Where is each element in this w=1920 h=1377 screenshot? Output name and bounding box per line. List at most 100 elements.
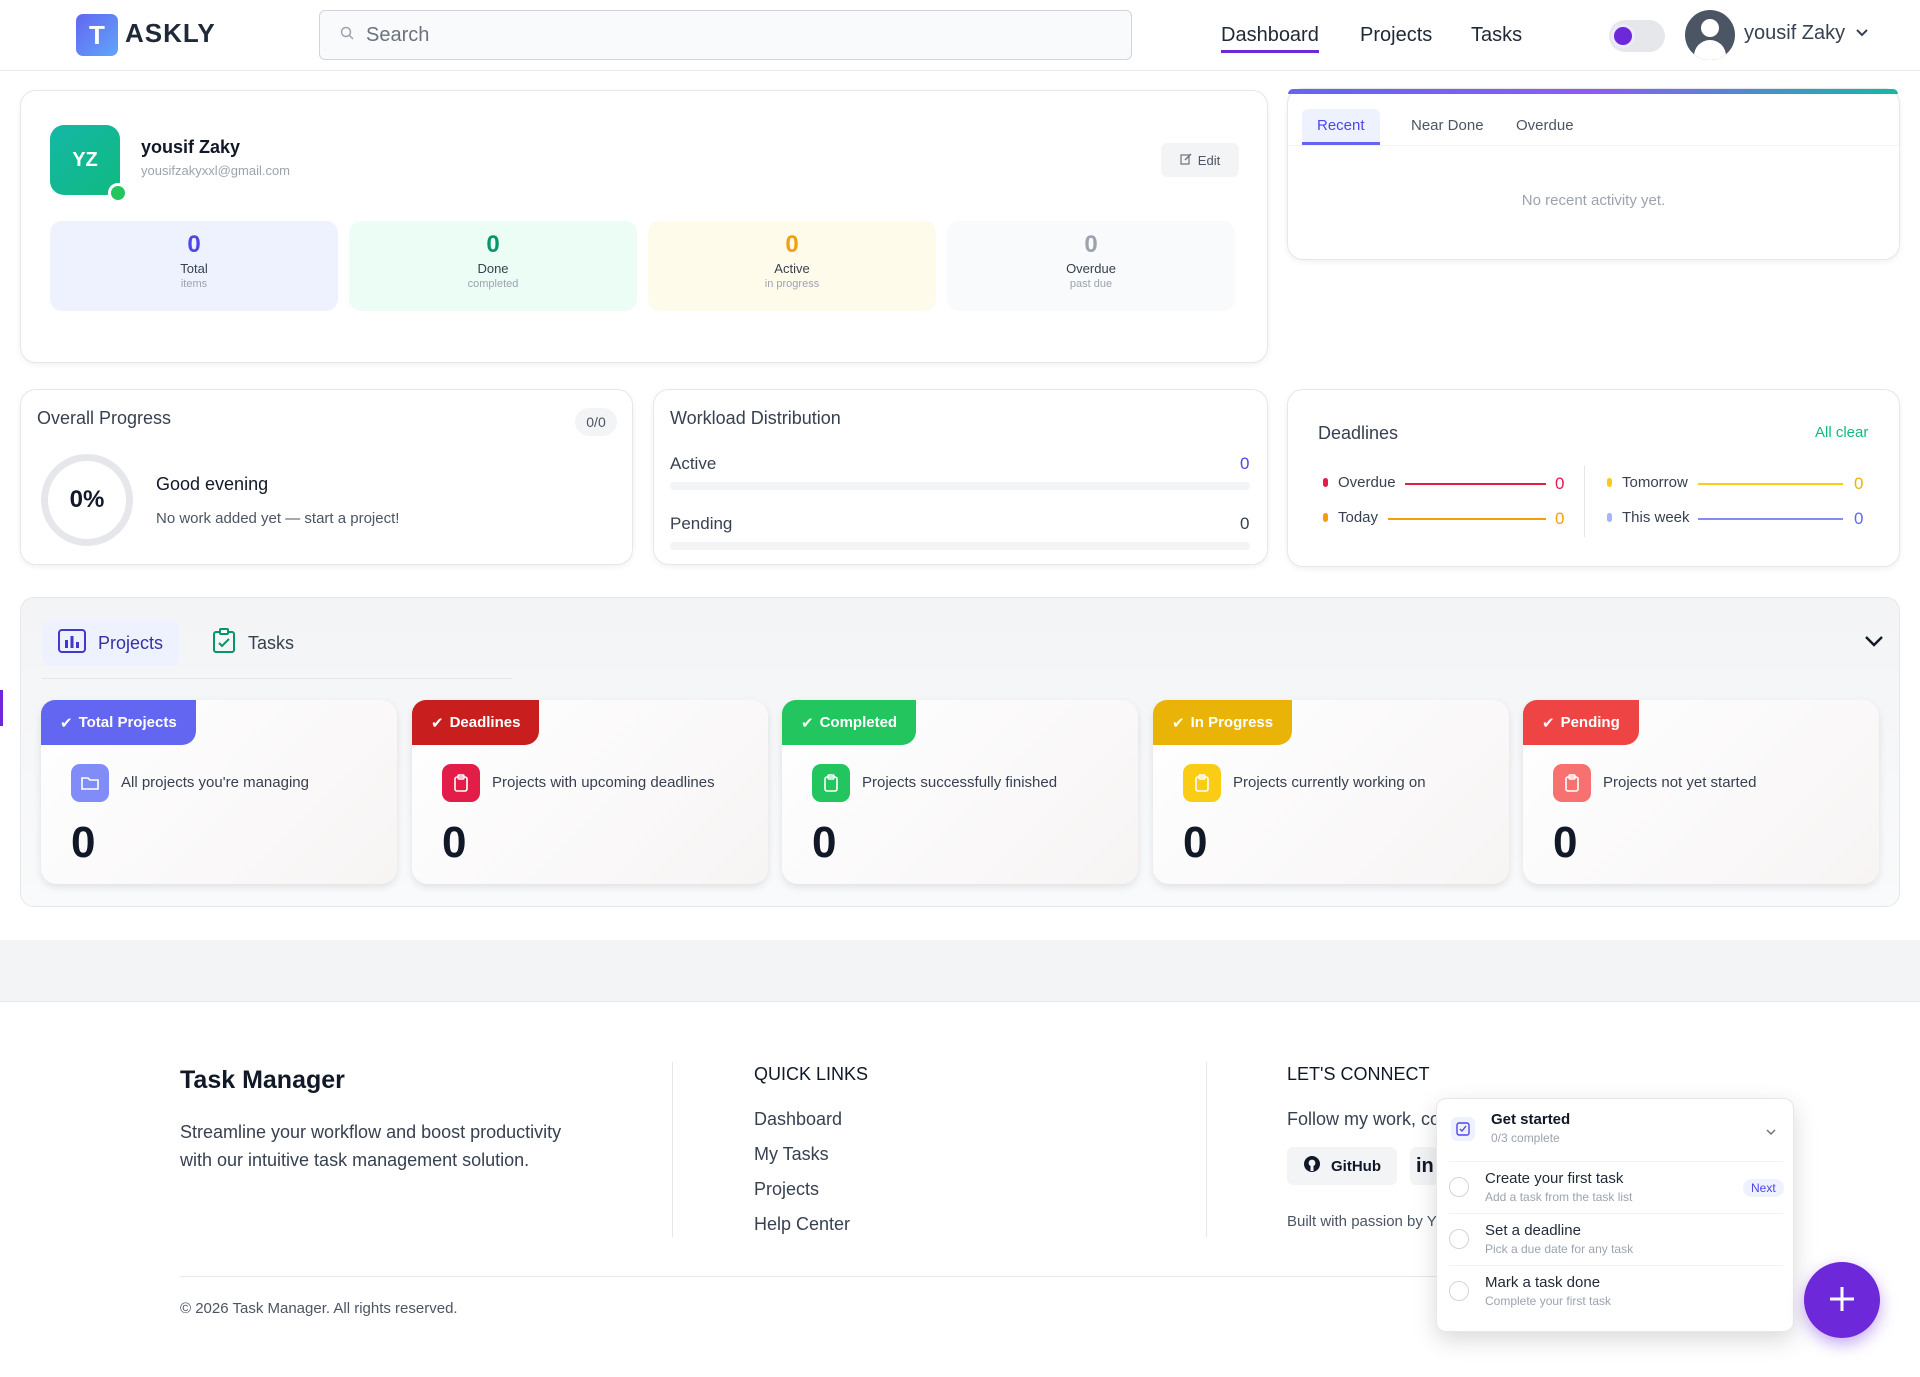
linkedin-button[interactable]: in bbox=[1410, 1147, 1438, 1185]
connect-text: Follow my work, co bbox=[1287, 1109, 1441, 1129]
tab-recent[interactable]: Recent bbox=[1302, 109, 1380, 145]
footer-link-help-center[interactable]: Help Center bbox=[754, 1214, 851, 1234]
checklist-item-sub: Complete your first task bbox=[1485, 1294, 1612, 1308]
checklist-item-title: Set a deadline bbox=[1485, 1222, 1581, 1239]
search-input[interactable] bbox=[366, 23, 1066, 47]
stat-value: 0 bbox=[486, 231, 500, 258]
task-board-icon bbox=[212, 627, 236, 659]
github-button[interactable]: GitHub bbox=[1287, 1147, 1397, 1185]
collapse-chevron-icon[interactable] bbox=[1864, 634, 1884, 652]
tab-overdue[interactable]: Overdue bbox=[1516, 117, 1574, 134]
github-label: GitHub bbox=[1331, 1157, 1381, 1175]
card-tag: ✔ Pending bbox=[1523, 700, 1639, 745]
stat-label: Overdue bbox=[1066, 261, 1116, 276]
footer-brand-title: Task Manager bbox=[180, 1066, 345, 1094]
today-line bbox=[1388, 518, 1546, 520]
stat-label: Done bbox=[477, 261, 509, 276]
section-tab-label: Projects bbox=[98, 632, 164, 653]
tomorrow-dot bbox=[1607, 478, 1612, 487]
deadlines-title: Deadlines bbox=[1318, 423, 1399, 443]
workload-card: Workload Distribution Active 0 Pending 0 bbox=[653, 389, 1268, 565]
check-circle-icon: ✔ bbox=[60, 714, 73, 732]
checklist-item[interactable]: Set a deadline Pick a due date for any t… bbox=[1449, 1213, 1783, 1265]
activity-card: Recent Near Done Overdue No recent activ… bbox=[1287, 88, 1900, 260]
linkedin-icon: in bbox=[1416, 1154, 1434, 1177]
footer-bottom-divider bbox=[180, 1276, 1740, 1277]
stat-total: 0 Total items bbox=[50, 221, 338, 311]
user-menu-name[interactable]: yousif Zaky bbox=[1744, 22, 1846, 44]
footer-divider bbox=[1206, 1062, 1207, 1237]
stat-value: 0 bbox=[187, 231, 201, 258]
checkbox-circle[interactable] bbox=[1449, 1177, 1469, 1197]
progress-percent: 0% bbox=[69, 486, 105, 513]
edit-label: Edit bbox=[1197, 152, 1221, 168]
tab-near-done[interactable]: Near Done bbox=[1411, 117, 1484, 134]
plus-icon bbox=[1827, 1275, 1857, 1325]
project-card-total[interactable]: ✔ Total Projects All projects you're mana… bbox=[41, 700, 397, 884]
stat-sub: past due bbox=[1069, 278, 1113, 290]
project-card-pending[interactable]: ✔ Pending Projects not yet started 0 bbox=[1523, 700, 1879, 884]
stat-value: 0 bbox=[785, 231, 799, 258]
card-value: 0 bbox=[71, 818, 96, 867]
checkbox-circle[interactable] bbox=[1449, 1281, 1469, 1301]
deadline-overdue-value: 0 bbox=[1555, 474, 1565, 493]
greeting-text: Good evening bbox=[156, 474, 269, 494]
checklist-item-sub: Add a task from the task list bbox=[1485, 1190, 1633, 1204]
workload-active-value: 0 bbox=[1240, 454, 1250, 473]
activity-accent-bar bbox=[1288, 89, 1898, 94]
card-tag: ✔ Total Projects bbox=[41, 700, 196, 745]
stat-sub: items bbox=[180, 278, 208, 290]
footer-link-projects[interactable]: Projects bbox=[754, 1179, 820, 1199]
card-description: Projects successfully finished bbox=[862, 774, 1058, 791]
checklist-item[interactable]: Create your first task Add a task from t… bbox=[1449, 1161, 1784, 1213]
online-status-dot bbox=[108, 183, 128, 203]
this-week-dot bbox=[1607, 513, 1612, 522]
deadline-today-value: 0 bbox=[1555, 509, 1565, 528]
nav-projects[interactable]: Projects bbox=[1360, 24, 1433, 46]
connect-title: LET'S CONNECT bbox=[1287, 1064, 1430, 1084]
checklist-title: Get started bbox=[1491, 1111, 1571, 1128]
card-value: 0 bbox=[812, 818, 837, 867]
chevron-down-icon[interactable] bbox=[1765, 1123, 1777, 1141]
profile-avatar: YZ bbox=[50, 125, 120, 195]
workload-title: Workload Distribution bbox=[670, 408, 841, 428]
stat-overdue: 0 Overdue past due bbox=[947, 221, 1235, 311]
card-value: 0 bbox=[1183, 818, 1208, 867]
project-card-completed[interactable]: ✔ Completed Projects successfully finishe… bbox=[782, 700, 1138, 884]
project-card-in-progress[interactable]: ✔ In Progress Projects currently working … bbox=[1153, 700, 1509, 884]
toggle-knob bbox=[1611, 24, 1635, 48]
checkbox-circle[interactable] bbox=[1449, 1229, 1469, 1249]
section-divider bbox=[42, 678, 512, 679]
footer-link-my-tasks[interactable]: My Tasks bbox=[754, 1144, 829, 1164]
footer-link-dashboard[interactable]: Dashboard bbox=[754, 1109, 843, 1129]
nav-dashboard[interactable]: Dashboard bbox=[1221, 24, 1319, 53]
deadline-tomorrow-label: Tomorrow bbox=[1622, 474, 1688, 491]
project-card-deadlines[interactable]: ✔ Deadlines Projects with upcoming deadli… bbox=[412, 700, 768, 884]
add-fab-button[interactable] bbox=[1804, 1262, 1880, 1338]
check-circle-icon: ✔ bbox=[1542, 714, 1555, 732]
overall-progress-card: Overall Progress 0/0 0% Good evening No … bbox=[20, 389, 633, 565]
edit-profile-button[interactable]: Edit bbox=[1161, 143, 1239, 177]
section-tab-tasks[interactable]: Tasks bbox=[196, 620, 310, 666]
stat-label: Total bbox=[180, 261, 208, 276]
logo-text[interactable]: ASKLY bbox=[125, 18, 216, 48]
progress-title: Overall Progress bbox=[37, 408, 172, 428]
theme-toggle[interactable] bbox=[1609, 20, 1665, 52]
github-icon bbox=[1303, 1155, 1321, 1177]
logo-mark[interactable]: T bbox=[76, 14, 118, 56]
quick-links-title: QUICK LINKS bbox=[754, 1064, 869, 1084]
section-tab-projects[interactable]: Projects bbox=[42, 620, 180, 666]
folder-icon bbox=[71, 764, 109, 802]
stat-done: 0 Done completed bbox=[349, 221, 637, 311]
user-avatar[interactable] bbox=[1685, 10, 1735, 60]
overdue-dot bbox=[1323, 478, 1328, 487]
edit-icon bbox=[1180, 153, 1192, 168]
search-icon bbox=[340, 26, 354, 45]
stat-active: 0 Active in progress bbox=[648, 221, 936, 311]
side-marker bbox=[0, 690, 3, 726]
checklist-item[interactable]: Mark a task done Complete your first tas… bbox=[1449, 1265, 1783, 1317]
progress-count-badge: 0/0 bbox=[575, 408, 617, 436]
profile-card: YZ yousif Zaky yousifzakyxxl@gmail.com E… bbox=[20, 90, 1268, 363]
chevron-down-icon[interactable] bbox=[1855, 25, 1869, 43]
nav-tasks[interactable]: Tasks bbox=[1471, 24, 1523, 46]
